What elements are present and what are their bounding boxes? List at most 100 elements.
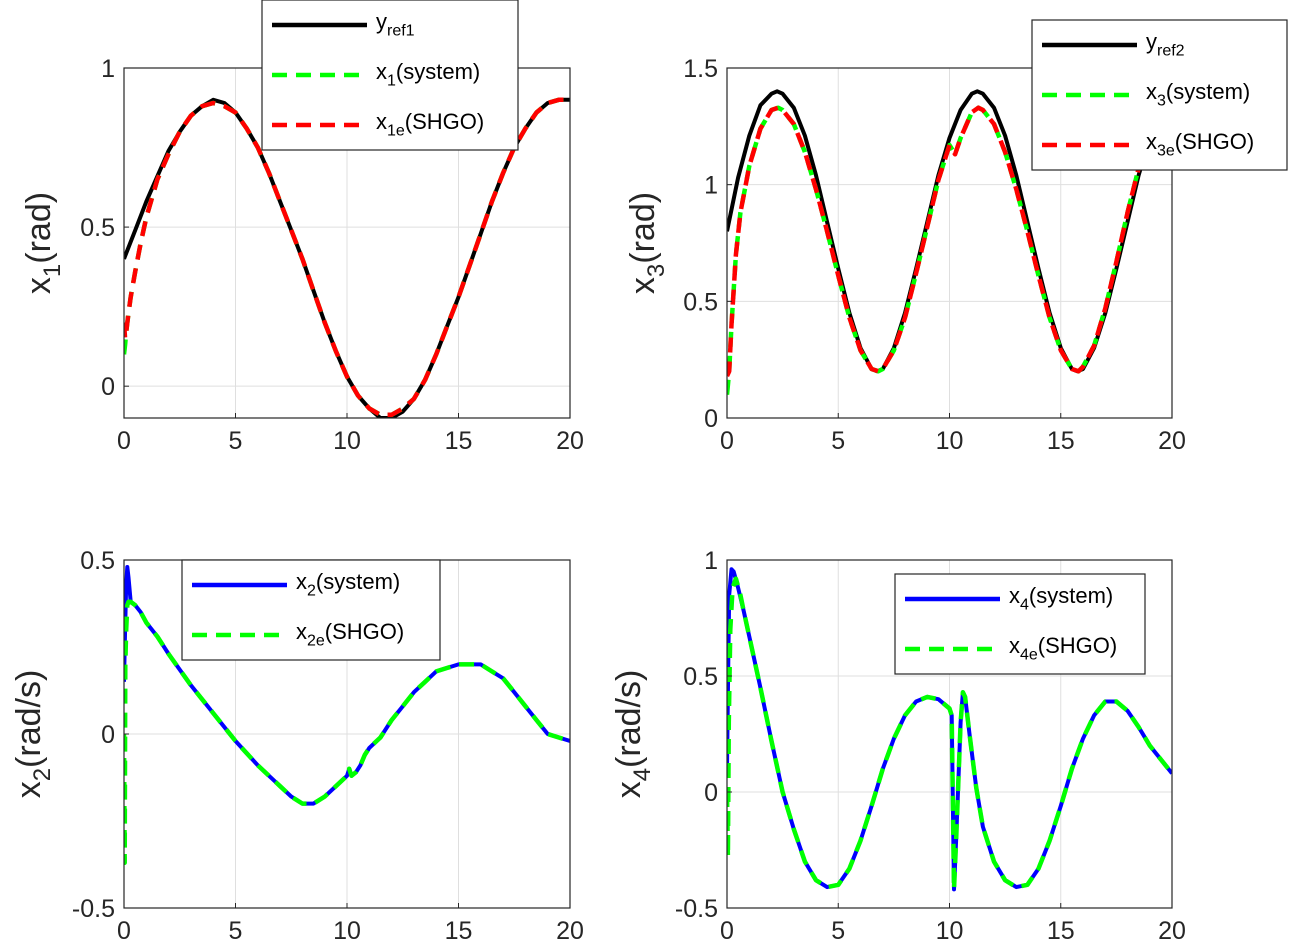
legend-label-1-base: x bbox=[296, 569, 307, 594]
x-tick-label: 10 bbox=[936, 427, 964, 455]
legend-label-2-subscript: 4e bbox=[1020, 647, 1038, 664]
legend-label-3-base: x bbox=[376, 109, 387, 134]
legend-label-3: x1e(SHGO) bbox=[376, 109, 484, 140]
y-axis-label-text: (rad/s) bbox=[610, 670, 648, 768]
x-tick-label: 5 bbox=[831, 427, 845, 455]
legend-label-3: x3e(SHGO) bbox=[1146, 129, 1254, 160]
legend: x2(system)x2e(SHGO) bbox=[181, 559, 441, 661]
legend-label-1-subscript: ref2 bbox=[1157, 43, 1185, 60]
y-axis-label-text: (rad/s) bbox=[10, 670, 48, 768]
legend-label-2-subscript: 2e bbox=[307, 633, 325, 650]
x-tick-label: 15 bbox=[1047, 427, 1075, 455]
chart-panel-1: 0 5 10 15 2000.51x1(rad)yref1x1(system)x1e(S… bbox=[20, 0, 584, 455]
y-tick-label: -0.5 bbox=[72, 895, 115, 923]
x-tick-label: 20 bbox=[556, 917, 584, 945]
legend-label-1-base: y bbox=[1146, 29, 1157, 54]
legend-label-3-text: (SHGO) bbox=[405, 109, 484, 134]
legend-label-2-base: x bbox=[296, 619, 307, 644]
x-tick-label: 5 bbox=[229, 917, 243, 945]
x-tick-label: 0 bbox=[720, 917, 734, 945]
x-tick-label: 10 bbox=[936, 917, 964, 945]
legend-label-1: x2(system) bbox=[296, 569, 400, 600]
x-tick-label: 5 bbox=[229, 427, 243, 455]
legend-label-1: yref2 bbox=[1146, 29, 1185, 60]
y-axis-label-base: x bbox=[610, 781, 648, 798]
chart-panel-2: 0 5 10 15 2000.511.5x3(rad)yref2x3(system)x3… bbox=[624, 19, 1288, 455]
y-axis-label: x3(rad) bbox=[624, 192, 670, 294]
y-tick-label: 0.5 bbox=[80, 547, 115, 575]
y-tick-label: 0.5 bbox=[80, 214, 115, 242]
legend-label-3-subscript: 1e bbox=[387, 123, 405, 140]
y-tick-label: 0 bbox=[704, 779, 718, 807]
y-tick-label: 1 bbox=[704, 547, 718, 575]
x-tick-label: 15 bbox=[445, 917, 473, 945]
legend-label-2-text: (system) bbox=[1166, 79, 1250, 104]
y-axis-label-base: x bbox=[624, 277, 662, 294]
y-axis-label-subscript: 3 bbox=[643, 264, 670, 277]
legend-label-1-base: y bbox=[376, 9, 387, 34]
y-axis-label: x1(rad) bbox=[20, 192, 66, 294]
chart-panel-3: 0 5 10 15 20-0.500.5x2(rad/s)x2(system)x2e(S… bbox=[10, 547, 584, 945]
legend-label-1-subscript: ref1 bbox=[387, 23, 415, 40]
legend: x4(system)x4e(SHGO) bbox=[894, 573, 1146, 675]
series-group bbox=[124, 565, 570, 866]
x-tick-label: 0 bbox=[117, 917, 131, 945]
x-tick-label: 0 bbox=[720, 427, 734, 455]
legend-label-2-text: (SHGO) bbox=[325, 619, 404, 644]
legend-label-1: yref1 bbox=[376, 9, 415, 40]
legend-label-1: x4(system) bbox=[1009, 583, 1113, 614]
legend-label-2-base: x bbox=[1009, 633, 1020, 658]
legend-label-1-text: (system) bbox=[1029, 583, 1113, 608]
y-tick-label: 1.5 bbox=[683, 55, 718, 83]
legend-label-2-text: (system) bbox=[396, 59, 480, 84]
series-group bbox=[124, 97, 570, 418]
legend-label-2-subscript: 1 bbox=[387, 73, 396, 90]
legend-label-2: x2e(SHGO) bbox=[296, 619, 404, 650]
series-line-2 bbox=[727, 576, 1172, 892]
legend-box bbox=[894, 573, 1146, 675]
y-tick-label: 0 bbox=[101, 721, 115, 749]
legend-label-2-text: (SHGO) bbox=[1038, 633, 1117, 658]
y-axis-label-base: x bbox=[20, 277, 58, 294]
y-axis-label: x2(rad/s) bbox=[10, 670, 56, 799]
legend-label-3-text: (SHGO) bbox=[1175, 129, 1254, 154]
legend-label-3-base: x bbox=[1146, 129, 1157, 154]
series-line-3 bbox=[124, 97, 570, 418]
y-axis-label-subscript: 1 bbox=[39, 264, 66, 277]
y-tick-label: 1 bbox=[101, 55, 115, 83]
y-tick-label: 0 bbox=[101, 373, 115, 401]
y-tick-label: -0.5 bbox=[675, 895, 718, 923]
x-tick-label: 10 bbox=[333, 427, 361, 455]
series-group bbox=[727, 567, 1172, 892]
x-tick-label: 15 bbox=[445, 427, 473, 455]
legend-label-2: x4e(SHGO) bbox=[1009, 633, 1117, 664]
y-tick-label: 0.5 bbox=[683, 663, 718, 691]
y-axis-label: x4(rad/s) bbox=[610, 670, 656, 799]
legend-box bbox=[181, 559, 441, 661]
legend-label-1-text: (system) bbox=[316, 569, 400, 594]
x-tick-label: 20 bbox=[556, 427, 584, 455]
x-tick-label: 20 bbox=[1158, 427, 1186, 455]
y-axis-label-subscript: 4 bbox=[629, 768, 656, 781]
legend-label-1-subscript: 4 bbox=[1020, 597, 1029, 614]
series-line-3 bbox=[727, 105, 1152, 377]
y-axis-label-subscript: 2 bbox=[29, 768, 56, 781]
x-tick-label: 0 bbox=[117, 427, 131, 455]
legend-label-2: x3(system) bbox=[1146, 79, 1250, 110]
legend-label-1-base: x bbox=[1009, 583, 1020, 608]
y-axis-label-base: x bbox=[10, 781, 48, 798]
x-tick-label: 20 bbox=[1158, 917, 1186, 945]
y-tick-label: 0 bbox=[704, 405, 718, 433]
legend-label-1-subscript: 2 bbox=[307, 583, 316, 600]
legend-label-3-subscript: 3e bbox=[1157, 143, 1175, 160]
series-group bbox=[727, 89, 1163, 395]
legend-label-2-subscript: 3 bbox=[1157, 93, 1166, 110]
legend-label-2-base: x bbox=[376, 59, 387, 84]
y-tick-label: 0.5 bbox=[683, 288, 718, 316]
chart-panel-4: 0 5 10 15 20-0.500.51x4(rad/s)x4(system)x4e(… bbox=[610, 547, 1186, 945]
x-tick-label: 5 bbox=[831, 917, 845, 945]
y-axis-label-text: (rad) bbox=[624, 192, 662, 264]
